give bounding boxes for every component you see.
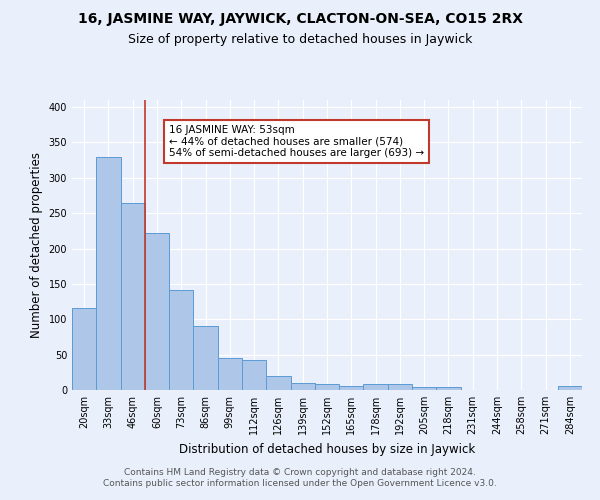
Bar <box>266 376 290 390</box>
Text: Size of property relative to detached houses in Jaywick: Size of property relative to detached ho… <box>128 32 472 46</box>
Bar <box>388 384 412 390</box>
Bar <box>290 383 315 390</box>
Bar <box>436 387 461 390</box>
Text: 16, JASMINE WAY, JAYWICK, CLACTON-ON-SEA, CO15 2RX: 16, JASMINE WAY, JAYWICK, CLACTON-ON-SEA… <box>77 12 523 26</box>
Bar <box>339 386 364 390</box>
Bar <box>121 202 145 390</box>
Text: Contains HM Land Registry data © Crown copyright and database right 2024.
Contai: Contains HM Land Registry data © Crown c… <box>103 468 497 487</box>
X-axis label: Distribution of detached houses by size in Jaywick: Distribution of detached houses by size … <box>179 442 475 456</box>
Bar <box>364 384 388 390</box>
Bar <box>169 290 193 390</box>
Y-axis label: Number of detached properties: Number of detached properties <box>30 152 43 338</box>
Text: 16 JASMINE WAY: 53sqm
← 44% of detached houses are smaller (574)
54% of semi-det: 16 JASMINE WAY: 53sqm ← 44% of detached … <box>169 125 424 158</box>
Bar <box>242 360 266 390</box>
Bar <box>412 387 436 390</box>
Bar <box>218 358 242 390</box>
Bar <box>193 326 218 390</box>
Bar <box>558 386 582 390</box>
Bar <box>72 308 96 390</box>
Bar <box>145 233 169 390</box>
Bar <box>315 384 339 390</box>
Bar <box>96 156 121 390</box>
